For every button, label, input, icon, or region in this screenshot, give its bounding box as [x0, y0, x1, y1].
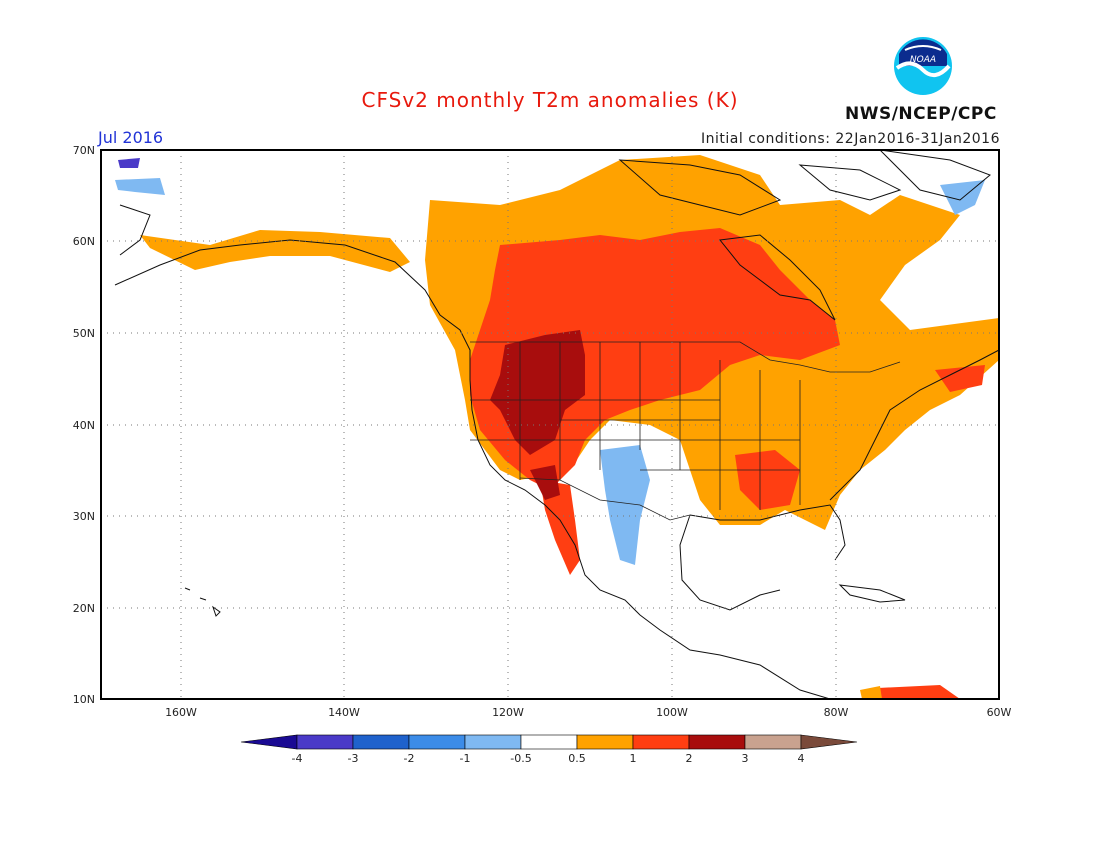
lon-label: 160W	[165, 706, 197, 719]
gulf-coastline	[679, 504, 846, 611]
colorbar-label: -3	[348, 752, 359, 765]
colorbar-label: 1	[630, 752, 637, 765]
colorbar-label: -2	[404, 752, 415, 765]
colorbar-cell	[296, 734, 354, 750]
anomaly-field-0.5-1-alaska	[140, 230, 410, 272]
lat-label: 40N	[73, 419, 95, 432]
colorbar-label: -1	[460, 752, 471, 765]
anomaly-field-2-3-south	[530, 465, 560, 500]
colorbar-arrow-high	[800, 734, 858, 750]
anomaly-field-2-3	[490, 330, 585, 455]
colorbar-label: -4	[292, 752, 303, 765]
us-mexico-border	[519, 477, 691, 521]
anomaly-field-1-2-northeast	[935, 365, 985, 392]
hudson-bay-coastline	[719, 234, 836, 321]
initial-conditions: Initial conditions: 22Jan2016-31Jan2016	[701, 131, 1000, 147]
anomaly-field-neg-0.5-neg-1	[600, 445, 650, 565]
colorbar-cell	[520, 734, 578, 750]
figure-title: CFSv2 monthly T2m anomalies (K)	[361, 88, 739, 112]
anomaly-field-caribbean-0.5	[860, 686, 882, 699]
lon-label: 120W	[492, 706, 524, 719]
state-borders	[470, 341, 901, 521]
lat-label: 10N	[73, 693, 95, 706]
noaa-logo: NOAA	[894, 37, 952, 95]
lat-label: 60N	[73, 235, 95, 248]
east-coastline	[829, 349, 999, 501]
colorbar-label: -0.5	[510, 752, 531, 765]
latitude-labels: 70N 60N 50N 40N 30N 20N 10N	[73, 144, 95, 706]
colorbar-label: 3	[742, 752, 749, 765]
anomaly-field-1-2-mexico	[540, 480, 580, 575]
lat-label: 30N	[73, 510, 95, 523]
arctic-islands	[618, 150, 991, 216]
noaa-logo-text: NOAA	[910, 55, 936, 65]
anomaly-field-blue-alaska	[115, 178, 165, 195]
colorbar-cell	[352, 734, 410, 750]
colorbar-arrow-low	[240, 734, 298, 750]
colorbar-cell	[408, 734, 466, 750]
lon-label: 60W	[987, 706, 1012, 719]
anomaly-field-1-2	[470, 228, 840, 490]
colorbar-cell	[464, 734, 522, 750]
anomaly-field-neg-3-neg-2	[118, 158, 140, 168]
colorbar-label: 0.5	[568, 752, 586, 765]
lon-label: 80W	[824, 706, 849, 719]
lon-label: 100W	[656, 706, 688, 719]
colorbar-cell	[744, 734, 802, 750]
hawaii	[184, 587, 221, 617]
colorbar-cell	[688, 734, 746, 750]
anomaly-field-caribbean	[878, 685, 960, 699]
state-grid	[470, 342, 801, 510]
lat-label: 50N	[73, 327, 95, 340]
us-canada-border	[470, 341, 901, 373]
anomaly-fields	[115, 155, 999, 699]
colorbar-cell	[632, 734, 690, 750]
agency-label: NWS/NCEP/CPC	[845, 104, 997, 124]
forecast-period: Jul 2016	[98, 128, 164, 147]
lat-label: 20N	[73, 602, 95, 615]
colorbar-label: 4	[798, 752, 805, 765]
coastlines	[114, 150, 999, 699]
lat-label: 70N	[73, 144, 95, 157]
anomaly-field-1-2-east	[735, 450, 800, 510]
colorbar-cell	[576, 734, 634, 750]
longitude-labels: 160W 140W 120W 100W 80W 60W	[165, 706, 1011, 719]
lon-label: 140W	[328, 706, 360, 719]
colorbar-label: 2	[686, 752, 693, 765]
cuba-coastline	[838, 584, 906, 603]
north-america-coastline	[344, 244, 831, 699]
colorbar: -4 -3 -2 -1 -0.5 0.5 1 2 3 4	[240, 734, 858, 765]
